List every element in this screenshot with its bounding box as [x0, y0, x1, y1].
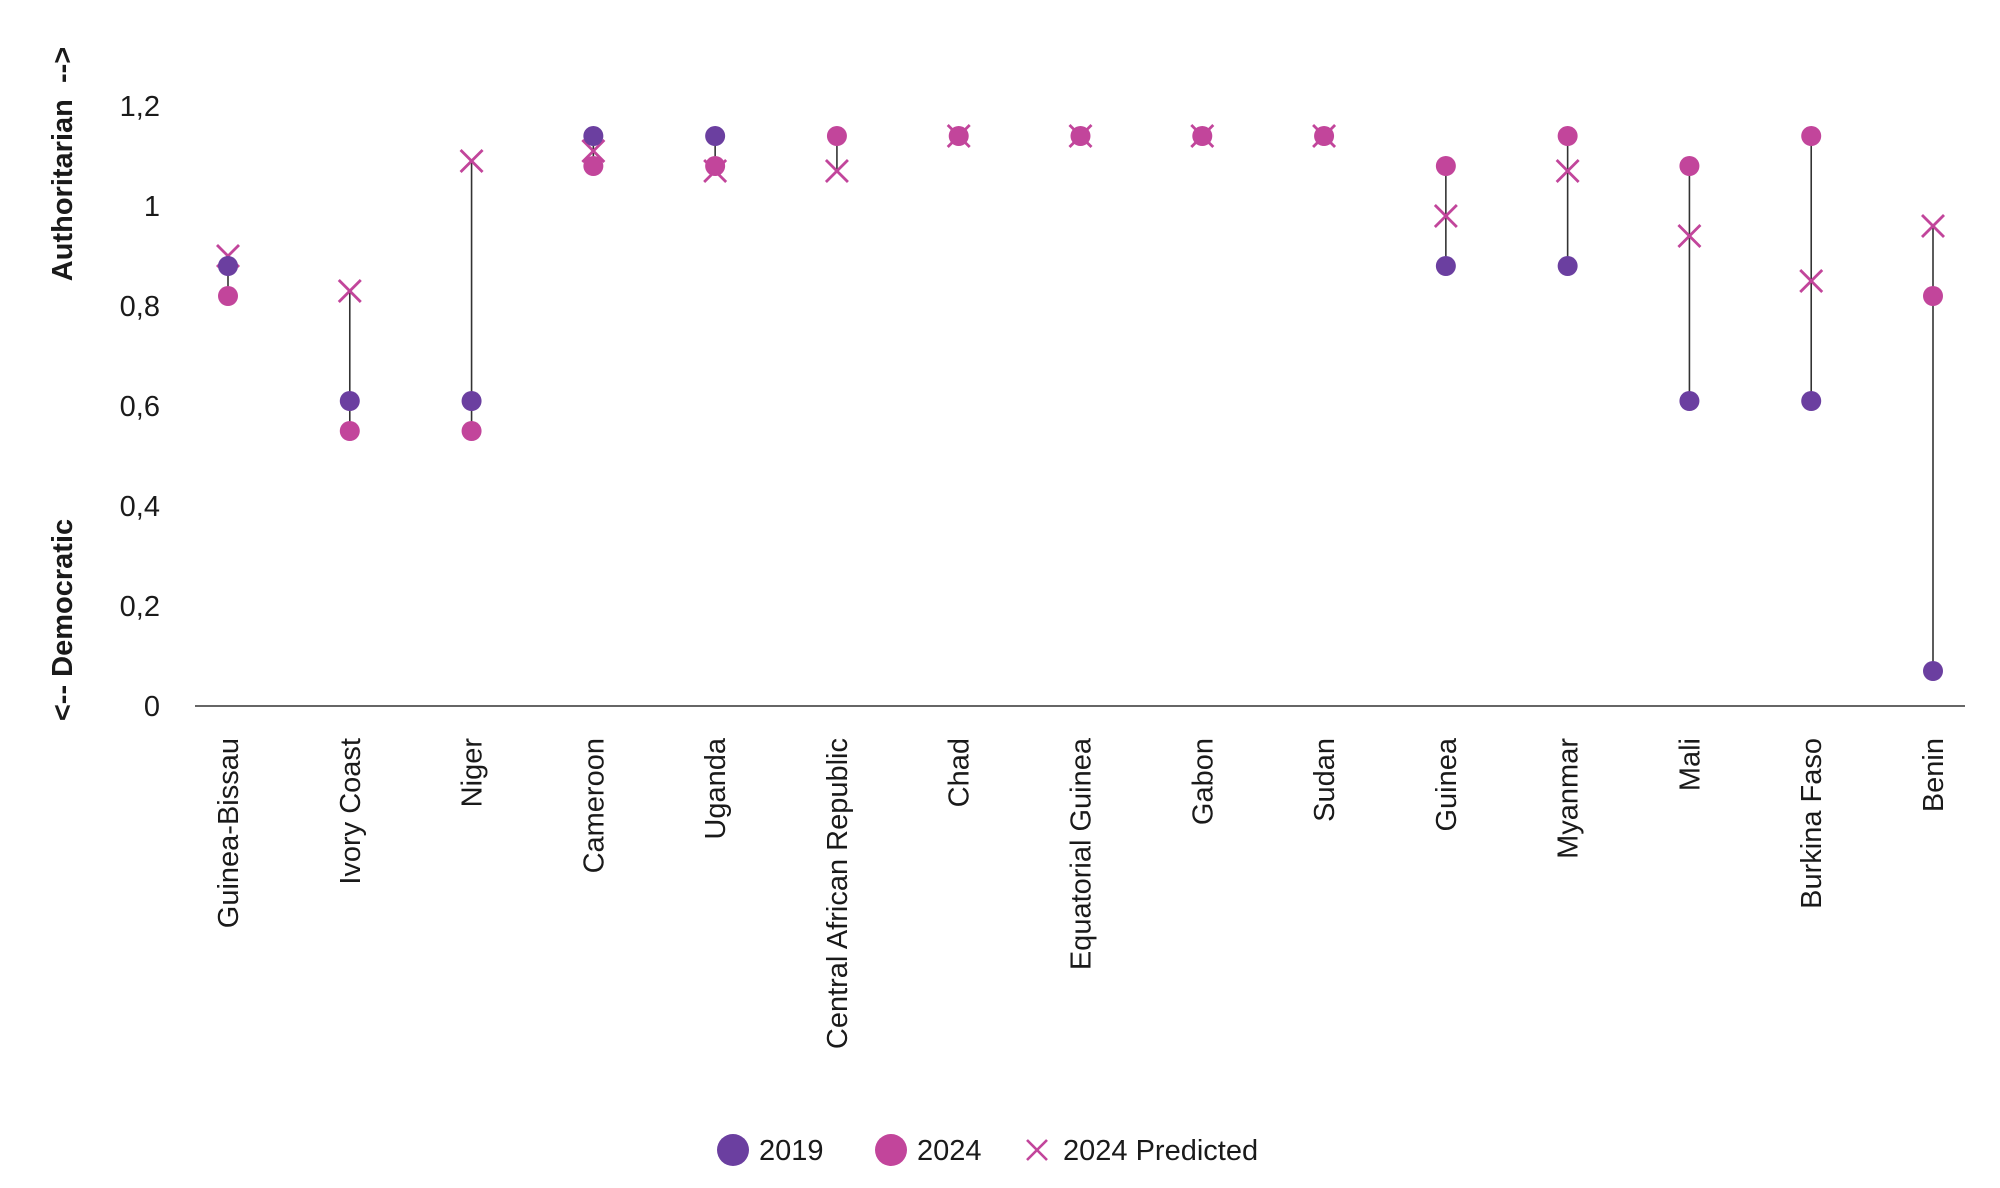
- 2024-point-burkina-faso: [1801, 126, 1822, 146]
- 2024-predicted-point-benin-stroke: [1921, 214, 1945, 238]
- 2024-predicted-point-cameroon: [581, 139, 606, 163]
- y-axis-titles: Authoritarian --> <-- Democratic: [47, 47, 79, 721]
- legend-2024-label: 2024: [917, 1135, 982, 1167]
- x-tick-label-sudan: Sudan: [1309, 738, 1341, 822]
- x-tick-label-benin: Benin: [1918, 738, 1950, 812]
- 2024-predicted-point-niger: [459, 149, 484, 173]
- 2024-point-uganda: [705, 156, 726, 176]
- 2024-point-central-african-republic: [826, 126, 847, 146]
- 2024-point-equatorial-guinea: [1070, 126, 1091, 146]
- x-tick-label-gabon: Gabon: [1187, 738, 1219, 825]
- y-tick-label: 0,4: [120, 491, 160, 523]
- x-tick-label-guinea-bissau: Guinea-Bissau: [213, 738, 245, 928]
- 2024-point-myanmar: [1557, 126, 1578, 146]
- 2024-predicted-point-central-african-republic: [824, 159, 849, 183]
- y-tick-label: 1,2: [120, 91, 160, 123]
- 2019-point-cameroon: [583, 126, 604, 146]
- 2024-predicted-point-guinea: [1433, 204, 1458, 228]
- 2024-predicted-point-central-african-republic-stroke: [824, 159, 849, 183]
- 2024-predicted-point-mali-stroke: [1677, 224, 1702, 248]
- y-axis-title-authoritarian: Authoritarian -->: [47, 47, 79, 281]
- 2024-predicted-point-myanmar-stroke: [1555, 159, 1580, 183]
- y-tick-label: 0,8: [120, 291, 160, 323]
- y-axis-ticks: 0 0,2 0,4 0,6 0,8 1 1,2: [120, 91, 160, 723]
- 2019-point-mali: [1679, 391, 1700, 411]
- x-axis-ticks: Guinea-Bissau Ivory Coast Niger Cameroon Uga…: [213, 737, 1950, 1049]
- 2024-predicted-point-cameroon-stroke: [581, 139, 606, 163]
- y-tick-label: 0: [144, 691, 160, 723]
- 2024-point-niger: [461, 421, 482, 441]
- 2024-point-gabon: [1192, 126, 1213, 146]
- 2024-predicted-point-niger-stroke: [459, 149, 484, 173]
- 2024-predicted-point-ivory-coast-stroke: [337, 279, 362, 303]
- x-tick-label-burkina-faso: Burkina Faso: [1796, 738, 1828, 909]
- legend-2019-marker: [717, 1134, 749, 1166]
- 2024-predicted-point-ivory-coast: [337, 279, 362, 303]
- legend-2024-predicted-marker: [1026, 1139, 1048, 1161]
- 2019-point-uganda: [705, 126, 726, 146]
- legend-2019-label: 2019: [759, 1135, 824, 1167]
- 2024-point-sudan: [1314, 126, 1335, 146]
- y-axis-title-democratic: <-- Democratic: [47, 519, 79, 721]
- 2024-point-guinea: [1435, 156, 1456, 176]
- 2024-predicted-point-benin: [1921, 214, 1945, 238]
- 2019-point-ivory-coast: [339, 391, 360, 411]
- 2019-point-burkina-faso: [1801, 391, 1822, 411]
- 2024-point-chad: [948, 126, 969, 146]
- 2024-predicted-point-burkina-faso: [1799, 269, 1824, 293]
- x-tick-label-uganda: Uganda: [700, 737, 732, 839]
- x-tick-label-ivory-coast: Ivory Coast: [335, 738, 367, 885]
- legend-2024-marker: [875, 1134, 907, 1166]
- 2019-point-myanmar: [1557, 256, 1578, 276]
- x-tick-label-central-african-republic: Central African Republic: [822, 738, 854, 1049]
- x-tick-label-myanmar: Myanmar: [1553, 738, 1585, 859]
- 2024-predicted-point-burkina-faso-stroke: [1799, 269, 1824, 293]
- legend: 2019 2024 2024 Predicted: [717, 1134, 1258, 1167]
- x-tick-label-mali: Mali: [1674, 738, 1706, 791]
- 2024-point-mali: [1679, 156, 1700, 176]
- x-tick-label-chad: Chad: [944, 738, 976, 807]
- 2019-point-benin: [1923, 661, 1943, 681]
- 2019-point-guinea-bissau: [218, 256, 238, 276]
- legend-2024-predicted-label: 2024 Predicted: [1063, 1135, 1258, 1167]
- 2024-predicted-point-mali: [1677, 224, 1702, 248]
- x-tick-label-cameroon: Cameroon: [578, 738, 610, 873]
- data-marks: [216, 124, 1945, 681]
- y-tick-label: 1: [144, 191, 160, 223]
- 2019-point-niger: [461, 391, 482, 411]
- range-lines: [227, 136, 1934, 671]
- 2024-point-benin: [1923, 286, 1943, 306]
- legend-2024-predicted-stroke: [1026, 1139, 1048, 1161]
- 2024-predicted-point-guinea-stroke: [1433, 204, 1458, 228]
- x-tick-label-equatorial-guinea: Equatorial Guinea: [1066, 737, 1098, 970]
- 2024-point-ivory-coast: [339, 421, 360, 441]
- x-tick-label-guinea: Guinea: [1431, 737, 1463, 831]
- 2019-point-guinea: [1435, 256, 1456, 276]
- y-tick-label: 0,6: [120, 391, 160, 423]
- 2024-predicted-point-myanmar: [1555, 159, 1580, 183]
- 2024-point-guinea-bissau: [218, 286, 238, 306]
- 2024-point-cameroon: [583, 156, 604, 176]
- x-tick-label-niger: Niger: [457, 738, 489, 808]
- y-tick-label: 0,2: [120, 591, 160, 623]
